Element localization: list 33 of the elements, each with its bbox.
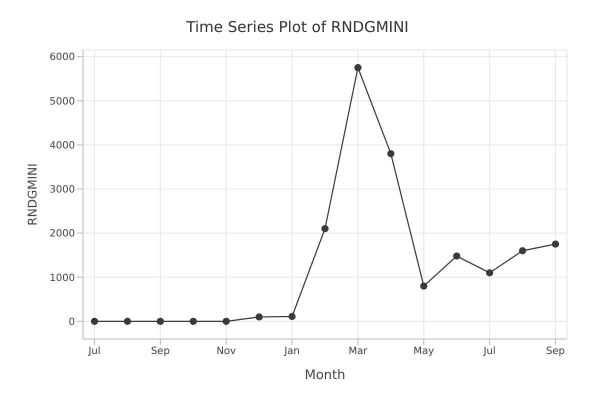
y-tick-label: 0 <box>68 316 75 328</box>
point <box>124 318 132 325</box>
point <box>90 318 98 325</box>
y-tick-label: 3000 <box>50 184 75 196</box>
point <box>288 312 296 320</box>
x-tick-label: Sep <box>546 346 565 358</box>
chart-title: Time Series Plot of RNDGMINI <box>185 17 410 38</box>
y-tick-label: 5000 <box>50 96 75 108</box>
point <box>354 64 362 72</box>
point <box>321 225 329 232</box>
x-tick-label: Jul <box>482 346 496 358</box>
y-tick-label: 4000 <box>50 140 75 152</box>
y-tick-label: 6000 <box>50 52 75 64</box>
x-tick-label: May <box>413 346 434 358</box>
y-tick-label: 1000 <box>50 272 75 284</box>
point <box>156 318 164 325</box>
x-tick-label: Jan <box>283 346 300 358</box>
point <box>190 318 197 325</box>
x-tick-label: Sep <box>150 346 170 358</box>
point <box>387 150 394 158</box>
x-tick-label: Mar <box>348 346 368 358</box>
point <box>486 269 494 276</box>
x-axis-title: Month <box>304 368 346 383</box>
y-tick-label: 2000 <box>50 228 75 240</box>
x-tick-label: Nov <box>216 346 236 358</box>
x-tick-label: Jul <box>87 346 101 358</box>
point <box>552 240 560 248</box>
point <box>453 252 460 260</box>
y-axis-title: RNDGMINI <box>25 163 40 226</box>
point <box>256 313 263 321</box>
point <box>518 247 526 254</box>
point <box>420 282 428 290</box>
point <box>222 318 230 325</box>
